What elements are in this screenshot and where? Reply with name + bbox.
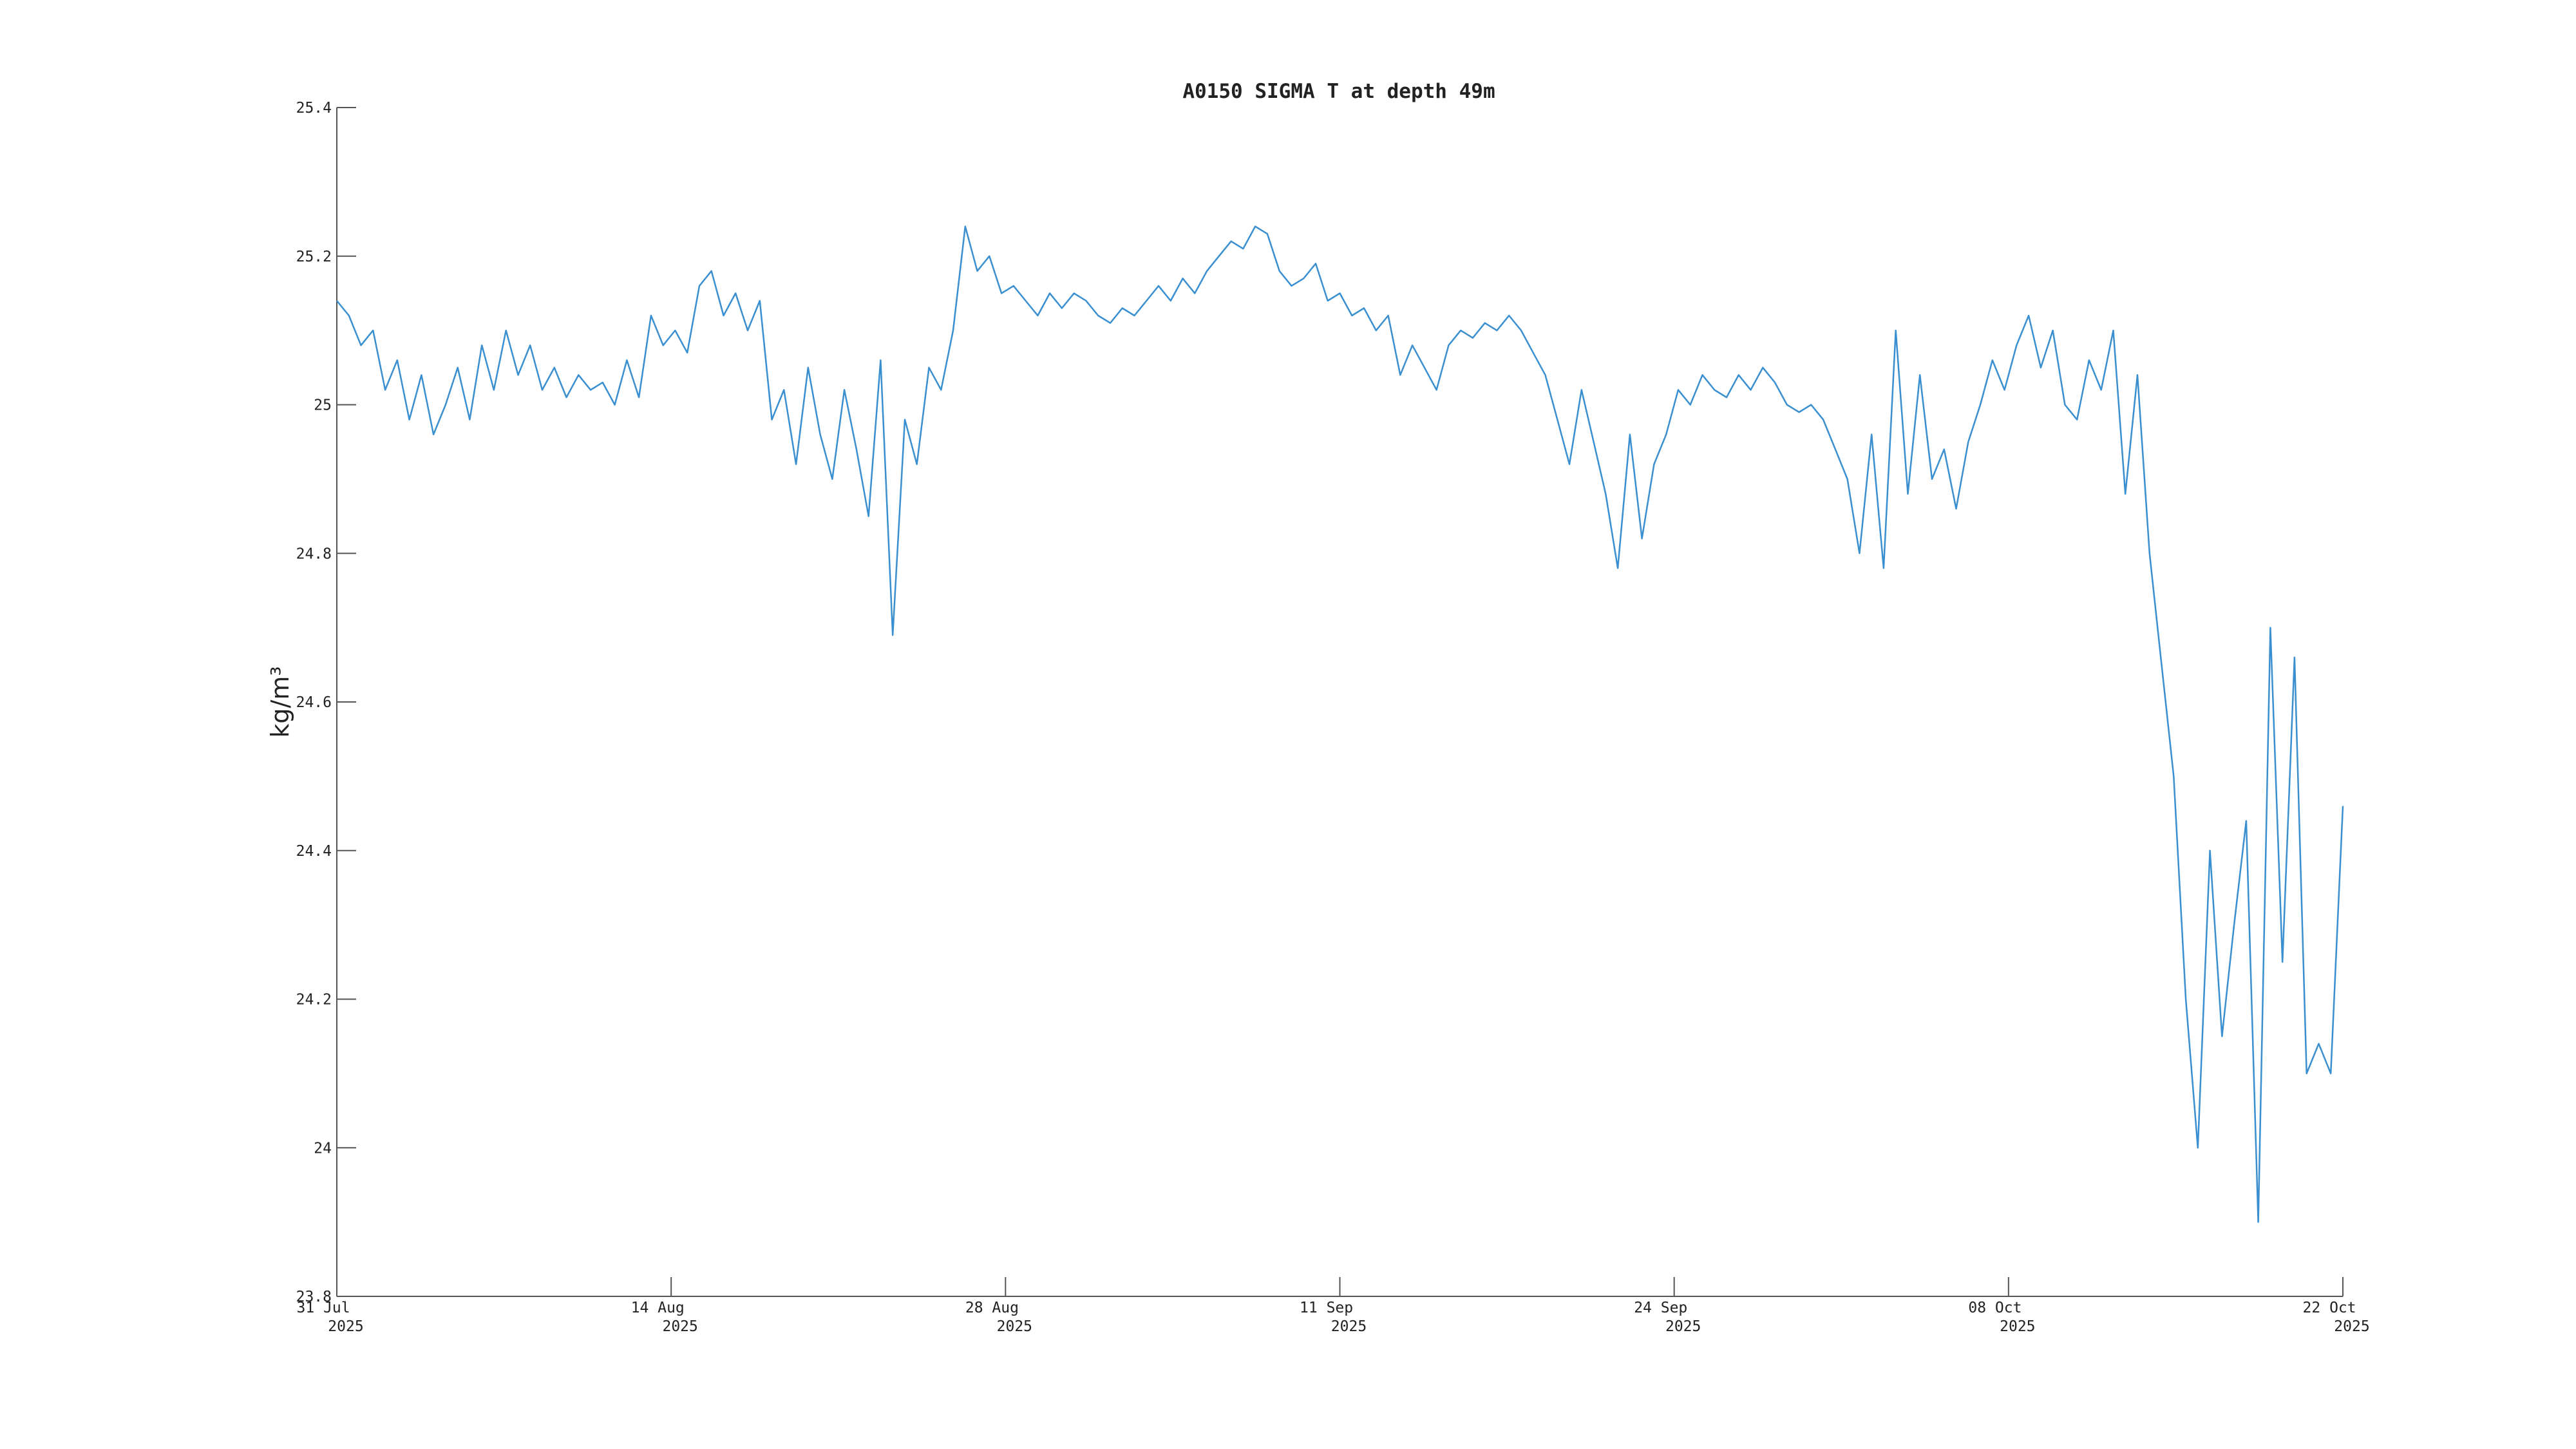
data-line bbox=[336, 225, 2344, 1223]
x-tick-label: 08 Oct 2025 bbox=[1968, 1300, 2035, 1335]
x-tick-label: 31 Jul 2025 bbox=[297, 1300, 364, 1335]
x-tick-label: 24 Sep 2025 bbox=[1634, 1300, 1701, 1335]
y-tick-label: 24.4 bbox=[296, 843, 332, 860]
y-tick-label: 25.2 bbox=[296, 249, 332, 265]
x-tick-label: 14 Aug 2025 bbox=[631, 1300, 698, 1335]
y-tick-label: 24.6 bbox=[296, 694, 332, 711]
y-tick-label: 24.2 bbox=[296, 992, 332, 1009]
x-tick-label: 22 Oct 2025 bbox=[2303, 1300, 2370, 1335]
x-tick-label: 28 Aug 2025 bbox=[965, 1300, 1032, 1335]
x-tick-label: 11 Sep 2025 bbox=[1300, 1300, 1367, 1335]
y-tick-label: 23.8 bbox=[296, 1289, 332, 1305]
y-tick-label: 25.4 bbox=[296, 100, 332, 117]
chart-title: A0150 SIGMA T at depth 49m bbox=[1182, 80, 1495, 103]
y-axis-label: kg/m³ bbox=[266, 666, 294, 737]
y-tick-label: 24.8 bbox=[296, 545, 332, 562]
y-tick-label: 24 bbox=[314, 1140, 332, 1157]
y-tick-label: 25 bbox=[314, 397, 332, 414]
